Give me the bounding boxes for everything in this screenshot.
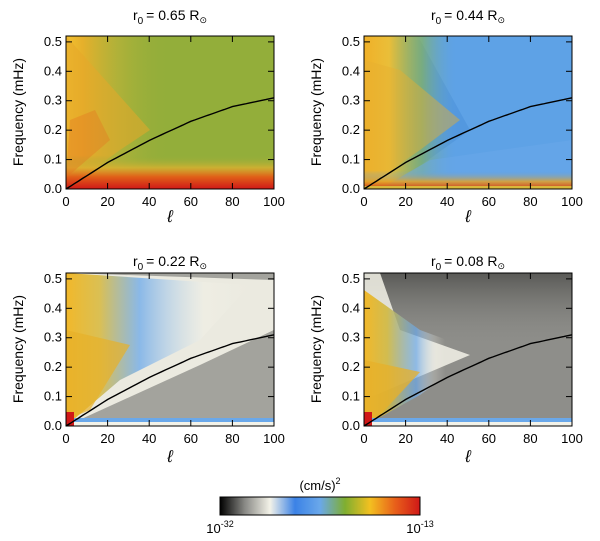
y-tick-label: 0.2 <box>342 359 360 374</box>
colorbar-min-label: 10-32 <box>206 519 233 536</box>
x-tick-label: 20 <box>100 194 114 209</box>
y-tick-label: 0.2 <box>44 359 62 374</box>
y-axis-label: Frequency (mHz) <box>10 58 26 166</box>
x-tick-label: 100 <box>561 431 583 446</box>
x-tick-label: 100 <box>263 194 285 209</box>
y-tick-label: 0.1 <box>342 389 360 404</box>
x-tick-label: 0 <box>360 194 367 209</box>
x-axis-label: ℓ <box>464 207 471 226</box>
x-tick-label: 100 <box>263 431 285 446</box>
plot-frame <box>363 272 573 427</box>
x-tick-label: 20 <box>398 194 412 209</box>
heatmap-image <box>66 36 274 189</box>
y-tick-label: 0.3 <box>342 93 360 108</box>
y-tick-label: 0.3 <box>342 330 360 345</box>
y-tick-label: 0.1 <box>342 152 360 167</box>
y-axis-label: Frequency (mHz) <box>308 58 324 166</box>
y-tick-label: 0.0 <box>342 181 360 196</box>
x-tick-label: 40 <box>142 194 156 209</box>
x-tick-label: 40 <box>440 431 454 446</box>
panel-r0-065: r0 = 0.65 R⊙ 0 20 40 60 80 100 0.0 0.1 0.2 0.3 0.4 0… <box>10 7 285 226</box>
x-axis-label: ℓ <box>166 447 173 466</box>
panel-title: r0 = 0.08 R⊙ <box>431 253 505 273</box>
plot-frame <box>65 272 275 427</box>
ridge-curve <box>363 97 573 190</box>
y-tick-label: 0.0 <box>342 418 360 433</box>
x-tick-label: 80 <box>225 194 239 209</box>
colorbar-max-label: 10-13 <box>406 519 433 536</box>
y-tick-label: 0.5 <box>44 34 62 49</box>
y-tick-label: 0.0 <box>44 181 62 196</box>
panel-title: r0 = 0.44 R⊙ <box>431 7 505 27</box>
y-tick-label: 0.2 <box>44 122 62 137</box>
panel-title: r0 = 0.65 R⊙ <box>133 7 207 27</box>
y-tick-label: 0.4 <box>342 63 360 78</box>
y-axis-label: Frequency (mHz) <box>308 295 324 403</box>
y-tick-label: 0.4 <box>342 300 360 315</box>
y-tick-label: 0.1 <box>44 389 62 404</box>
colorbar-label: (cm/s)2 <box>299 476 340 493</box>
x-tick-label: 20 <box>100 431 114 446</box>
y-tick-label: 0.2 <box>342 122 360 137</box>
y-tick-label: 0.3 <box>44 330 62 345</box>
y-tick-label: 0.5 <box>44 271 62 286</box>
x-tick-label: 0 <box>62 194 69 209</box>
colorbar-gradient <box>219 496 421 516</box>
ridge-curve <box>65 334 275 427</box>
x-tick-label: 40 <box>440 194 454 209</box>
x-tick-label: 80 <box>523 431 537 446</box>
y-tick-label: 0.3 <box>44 93 62 108</box>
x-tick-label: 60 <box>184 431 198 446</box>
y-tick-label: 0.4 <box>44 63 62 78</box>
heatmap-image <box>364 273 572 426</box>
x-tick-label: 0 <box>62 431 69 446</box>
x-tick-label: 20 <box>398 431 412 446</box>
heatmap-image <box>66 273 274 426</box>
x-tick-label: 100 <box>561 194 583 209</box>
x-tick-label: 80 <box>225 431 239 446</box>
y-tick-label: 0.4 <box>44 300 62 315</box>
x-tick-label: 60 <box>482 431 496 446</box>
x-tick-label: 60 <box>482 194 496 209</box>
x-axis-label: ℓ <box>166 207 173 226</box>
panel-title: r0 = 0.22 R⊙ <box>133 253 207 273</box>
plot-frame <box>65 35 275 190</box>
x-tick-label: 60 <box>184 194 198 209</box>
x-tick-label: 80 <box>523 194 537 209</box>
x-tick-label: 40 <box>142 431 156 446</box>
y-tick-label: 0.5 <box>342 271 360 286</box>
panel-r0-022: r0 = 0.22 R⊙ 0 20 40 60 80 100 0.0 0.1 0.2 0.3 0.4 0… <box>10 253 285 466</box>
y-tick-label: 0.0 <box>44 418 62 433</box>
ridge-curve <box>363 334 573 427</box>
x-tick-label: 0 <box>360 431 367 446</box>
plot-frame <box>363 35 573 190</box>
panel-r0-044: r0 = 0.44 R⊙ 0 20 40 60 80 100 0.0 0.1 0.2 0.3 0.4 0… <box>308 7 583 226</box>
y-tick-label: 0.1 <box>44 152 62 167</box>
x-axis-label: ℓ <box>464 447 471 466</box>
heatmap-image <box>364 36 572 189</box>
ridge-curve <box>65 97 275 190</box>
y-axis-label: Frequency (mHz) <box>10 295 26 403</box>
colorbar: (cm/s)2 10-32 10-13 <box>206 476 433 536</box>
y-tick-label: 0.5 <box>342 34 360 49</box>
panel-r0-008: r0 = 0.08 R⊙ 0 20 40 60 80 100 0.0 0.1 0.2 0.3 0.4 0… <box>308 253 583 466</box>
